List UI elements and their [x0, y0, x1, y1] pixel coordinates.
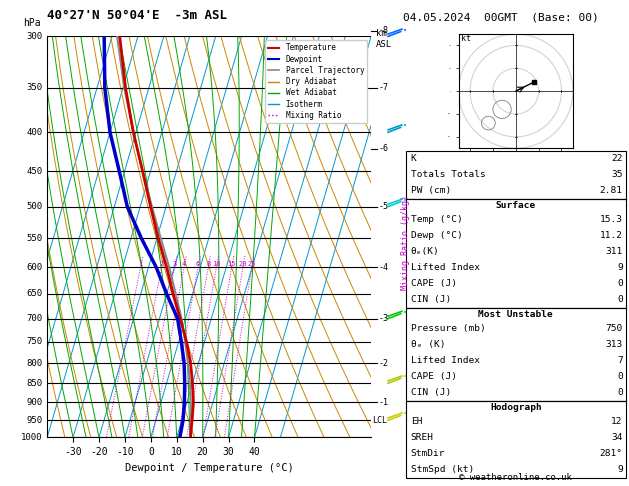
Text: 311: 311 — [606, 247, 623, 256]
Text: 750: 750 — [606, 324, 623, 333]
Text: 550: 550 — [26, 234, 42, 243]
Text: 850: 850 — [26, 379, 42, 388]
Text: 0: 0 — [617, 372, 623, 382]
Text: © weatheronline.co.uk: © weatheronline.co.uk — [459, 473, 572, 482]
Text: 0: 0 — [617, 388, 623, 398]
Text: 6: 6 — [196, 261, 200, 267]
Text: -7: -7 — [379, 83, 389, 92]
Text: 34: 34 — [611, 433, 623, 442]
Text: 1000: 1000 — [21, 433, 42, 442]
Text: Most Unstable: Most Unstable — [479, 310, 553, 319]
Text: EH: EH — [411, 417, 422, 426]
Text: 750: 750 — [26, 337, 42, 346]
Text: LCL: LCL — [372, 416, 387, 425]
Text: -5: -5 — [379, 202, 389, 211]
Text: 25: 25 — [248, 261, 256, 267]
Text: 313: 313 — [606, 340, 623, 349]
Text: •: • — [403, 123, 406, 129]
X-axis label: Dewpoint / Temperature (°C): Dewpoint / Temperature (°C) — [125, 463, 294, 473]
Text: 04.05.2024  00GMT  (Base: 00): 04.05.2024 00GMT (Base: 00) — [403, 12, 598, 22]
Text: 800: 800 — [26, 359, 42, 367]
Text: kt: kt — [461, 34, 471, 43]
Text: Temp (°C): Temp (°C) — [411, 215, 462, 224]
Text: Dewp (°C): Dewp (°C) — [411, 231, 462, 240]
Text: 650: 650 — [26, 290, 42, 298]
Text: PW (cm): PW (cm) — [411, 186, 451, 195]
Text: 8: 8 — [206, 261, 211, 267]
Text: Surface: Surface — [496, 201, 536, 209]
Text: θₑ (K): θₑ (K) — [411, 340, 445, 349]
Text: 7: 7 — [617, 356, 623, 365]
Text: 350: 350 — [26, 83, 42, 92]
Text: StmSpd (kt): StmSpd (kt) — [411, 465, 474, 474]
Text: θₑ(K): θₑ(K) — [411, 247, 440, 256]
Text: 15.3: 15.3 — [599, 215, 623, 224]
Text: 35: 35 — [611, 170, 623, 179]
Text: 15: 15 — [228, 261, 236, 267]
Text: Pressure (mb): Pressure (mb) — [411, 324, 486, 333]
Text: km
ASL: km ASL — [376, 29, 392, 49]
Text: -8: -8 — [379, 26, 389, 35]
Text: 450: 450 — [26, 167, 42, 176]
Text: 9: 9 — [617, 465, 623, 474]
Text: 9: 9 — [617, 263, 623, 272]
Text: 11.2: 11.2 — [599, 231, 623, 240]
Text: •: • — [403, 412, 406, 417]
Text: CAPE (J): CAPE (J) — [411, 279, 457, 288]
Text: 20: 20 — [238, 261, 247, 267]
Text: 400: 400 — [26, 128, 42, 137]
Text: -2: -2 — [379, 359, 389, 367]
Text: 10: 10 — [212, 261, 221, 267]
Text: StmDir: StmDir — [411, 449, 445, 458]
Text: 2: 2 — [159, 261, 164, 267]
Text: -3: -3 — [379, 314, 389, 323]
Text: 950: 950 — [26, 416, 42, 425]
Text: 300: 300 — [26, 32, 42, 41]
Text: 900: 900 — [26, 398, 42, 407]
Text: 3: 3 — [172, 261, 177, 267]
Text: 1: 1 — [138, 261, 143, 267]
Text: -6: -6 — [379, 144, 389, 153]
Text: -1: -1 — [379, 398, 389, 407]
Text: 281°: 281° — [599, 449, 623, 458]
Text: 0: 0 — [617, 295, 623, 304]
Text: 700: 700 — [26, 314, 42, 323]
Text: 22: 22 — [611, 154, 623, 163]
Text: K: K — [411, 154, 416, 163]
Text: •: • — [403, 198, 406, 204]
Text: CAPE (J): CAPE (J) — [411, 372, 457, 382]
Text: •: • — [403, 310, 406, 316]
Text: •: • — [403, 374, 406, 381]
Text: -4: -4 — [379, 263, 389, 272]
Text: hPa: hPa — [23, 18, 40, 29]
Legend: Temperature, Dewpoint, Parcel Trajectory, Dry Adiabat, Wet Adiabat, Isotherm, Mi: Temperature, Dewpoint, Parcel Trajectory… — [265, 40, 367, 123]
Text: •: • — [403, 28, 406, 34]
Text: CIN (J): CIN (J) — [411, 295, 451, 304]
Text: 600: 600 — [26, 263, 42, 272]
Text: 40°27'N 50°04'E  -3m ASL: 40°27'N 50°04'E -3m ASL — [47, 9, 227, 22]
Text: 12: 12 — [611, 417, 623, 426]
Text: Totals Totals: Totals Totals — [411, 170, 486, 179]
Text: 500: 500 — [26, 202, 42, 211]
Text: Lifted Index: Lifted Index — [411, 356, 480, 365]
Text: Hodograph: Hodograph — [490, 403, 542, 412]
Text: 0: 0 — [617, 279, 623, 288]
Text: SREH: SREH — [411, 433, 434, 442]
Text: 2.81: 2.81 — [599, 186, 623, 195]
Text: Mixing Ratio (g/kg): Mixing Ratio (g/kg) — [401, 195, 410, 291]
Text: Lifted Index: Lifted Index — [411, 263, 480, 272]
Text: CIN (J): CIN (J) — [411, 388, 451, 398]
Text: 4: 4 — [182, 261, 186, 267]
